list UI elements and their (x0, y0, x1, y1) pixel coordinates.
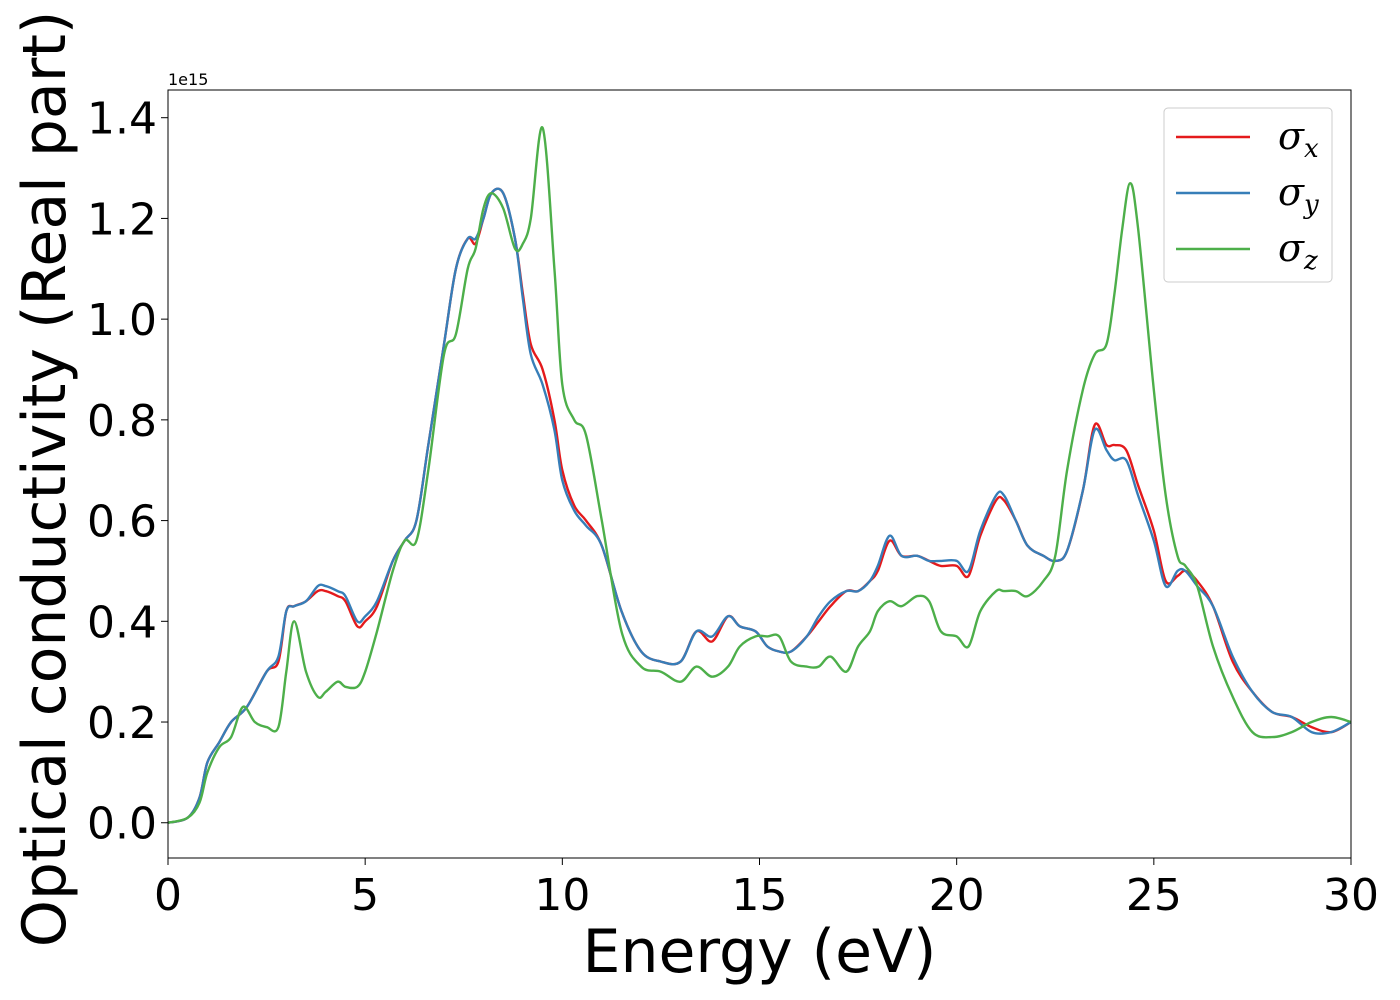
x-tick-label: 5 (351, 870, 379, 921)
y-tick-label: 1.4 (87, 94, 157, 145)
x-tick-label: 20 (929, 870, 985, 921)
y-tick-label: 0.8 (87, 396, 157, 447)
series-layer (168, 126, 1351, 824)
y-tick-label: 0.0 (87, 799, 157, 850)
x-tick-label: 0 (154, 870, 182, 921)
legend-frame (1163, 107, 1333, 283)
y-tick-label: 0.6 (87, 497, 157, 548)
y-axis-label: Optical conductivity (Real part) (10, 11, 80, 948)
x-tick-label: 30 (1323, 870, 1379, 921)
x-tick-label: 25 (1126, 870, 1182, 921)
y-tick-label: 1.2 (87, 194, 157, 245)
x-axis-label: Energy (eV) (583, 917, 937, 987)
y-tick-label: 0.4 (87, 597, 157, 648)
y-tick-label: 0.2 (87, 698, 157, 749)
series-line-y (168, 187, 1351, 824)
x-tick-label: 10 (534, 870, 590, 921)
x-tick-label: 15 (732, 870, 788, 921)
y-tick-label: 1.0 (87, 295, 157, 346)
series-line-z (168, 126, 1351, 824)
y-offset-text: 1e15 (168, 70, 208, 89)
ticks-layer: 0 5 10 15 20 25 30 0.0 0.2 0.4 0.6 0.8 1.0 1.2 1.4 (87, 94, 1379, 921)
